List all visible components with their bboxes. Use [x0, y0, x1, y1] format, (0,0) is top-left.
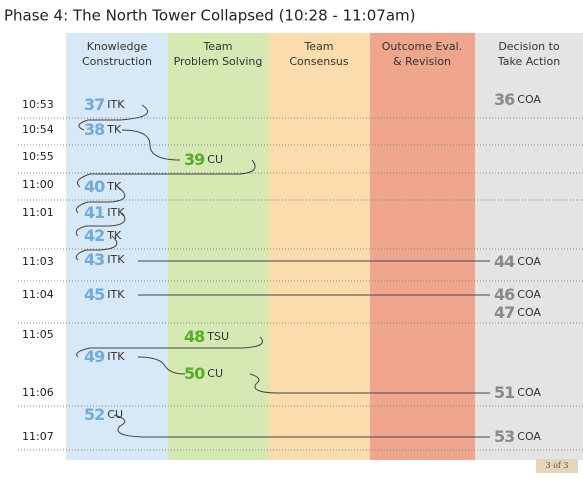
event: 42 TK [84, 226, 122, 245]
event-number: 42 [84, 226, 104, 245]
column-header: & Revision [393, 55, 451, 68]
page-indicator: 3 of 3 [536, 459, 578, 473]
event-number: 45 [84, 285, 105, 304]
column-bg [475, 33, 583, 460]
column-header: Take Action [497, 55, 560, 68]
column-bg [269, 33, 370, 460]
event-code: TK [106, 123, 122, 136]
event-number: 40 [84, 177, 105, 196]
event-code: COA [517, 288, 541, 301]
time-label: 11:06 [22, 386, 54, 399]
event-code: TK [106, 229, 122, 242]
event: 43 ITK [84, 250, 125, 269]
column-header: Decision to [498, 40, 560, 53]
event-code: TSU [206, 330, 229, 343]
event: 53 COA [494, 427, 541, 446]
time-label: 11:01 [22, 206, 54, 219]
event: 37 ITK [84, 95, 125, 114]
event-number: 37 [84, 95, 104, 114]
row-separators [18, 117, 583, 451]
event-number: 36 [494, 90, 515, 109]
event-code: COA [517, 93, 541, 106]
column-bg [370, 33, 475, 460]
page-indicator-bg [536, 459, 578, 473]
event-number: 49 [84, 347, 105, 366]
time-label: 10:55 [22, 150, 54, 163]
event-number: 48 [184, 327, 205, 346]
column-header: Construction [82, 55, 152, 68]
event: 36 COA [494, 90, 541, 109]
event-code: COA [517, 430, 541, 443]
column-header: Consensus [289, 55, 349, 68]
event-number: 44 [494, 252, 515, 271]
column-header: Team [303, 40, 333, 53]
event-number: 53 [494, 427, 514, 446]
time-label: 11:00 [22, 178, 54, 191]
event: 52 CU [84, 405, 123, 424]
event-number: 47 [494, 303, 514, 322]
event-code: CU [207, 153, 223, 166]
page-indicator-text: 3 of 3 [545, 461, 568, 470]
event-code: ITK [107, 206, 125, 219]
event-number: 39 [184, 150, 205, 169]
event-code: ITK [107, 253, 125, 266]
time-label: 10:53 [22, 98, 54, 111]
event: 41 ITK [84, 203, 125, 222]
column-bg [66, 33, 168, 460]
event: 45 ITK [84, 285, 125, 304]
column-header: Problem Solving [174, 55, 263, 68]
event: 40 TK [84, 177, 122, 196]
title: Phase 4: The North Tower Collapsed (10:2… [4, 7, 415, 25]
event: 50 CU [184, 364, 223, 383]
time-label: 10:54 [22, 123, 54, 136]
event: 47 COA [494, 303, 541, 322]
event-number: 46 [494, 285, 515, 304]
event-code: ITK [107, 350, 125, 363]
event-code: COA [517, 386, 541, 399]
connectors [75, 104, 490, 438]
event: 49 ITK [84, 347, 125, 366]
event-number: 52 [84, 405, 104, 424]
event-code: ITK [107, 288, 125, 301]
event-code: ITK [107, 98, 125, 111]
event-number: 50 [184, 364, 205, 383]
event: 48 TSU [184, 327, 229, 346]
column-header: Knowledge [87, 40, 148, 53]
event: 44 COA [494, 252, 541, 271]
time-label: 11:03 [22, 255, 54, 268]
event: 46 COA [494, 285, 541, 304]
event-number: 38 [84, 120, 105, 139]
event-number: 51 [494, 383, 515, 402]
event: 39 CU [184, 150, 223, 169]
time-label: 11:05 [22, 328, 54, 341]
event-number: 41 [84, 203, 105, 222]
event-code: TK [106, 180, 122, 193]
time-label: 11:07 [22, 430, 54, 443]
column-header: Outcome Eval. [382, 40, 462, 53]
event-code: COA [517, 306, 541, 319]
time-label: 11:04 [22, 288, 54, 301]
event-number: 43 [84, 250, 104, 269]
column-header: Team [202, 40, 232, 53]
event: 38 TK [84, 120, 122, 139]
event-code: CU [207, 367, 223, 380]
column-bg [168, 33, 269, 460]
event-code: COA [517, 255, 541, 268]
event: 51 COA [494, 383, 541, 402]
event-code: CU [107, 408, 123, 421]
